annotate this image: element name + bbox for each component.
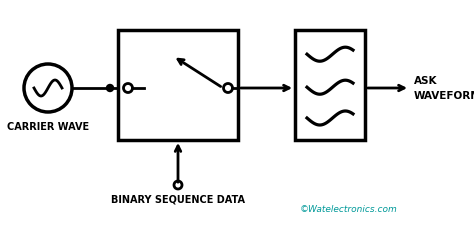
Text: CARRIER WAVE: CARRIER WAVE (7, 122, 89, 132)
Text: ©Watelectronics.com: ©Watelectronics.com (300, 205, 398, 214)
Text: BINARY SEQUENCE DATA: BINARY SEQUENCE DATA (111, 195, 245, 205)
Text: WAVEFORM: WAVEFORM (414, 91, 474, 101)
Bar (295, 30, 365, 140)
Circle shape (107, 85, 113, 92)
Text: ASK: ASK (414, 76, 438, 86)
Bar (118, 30, 238, 140)
